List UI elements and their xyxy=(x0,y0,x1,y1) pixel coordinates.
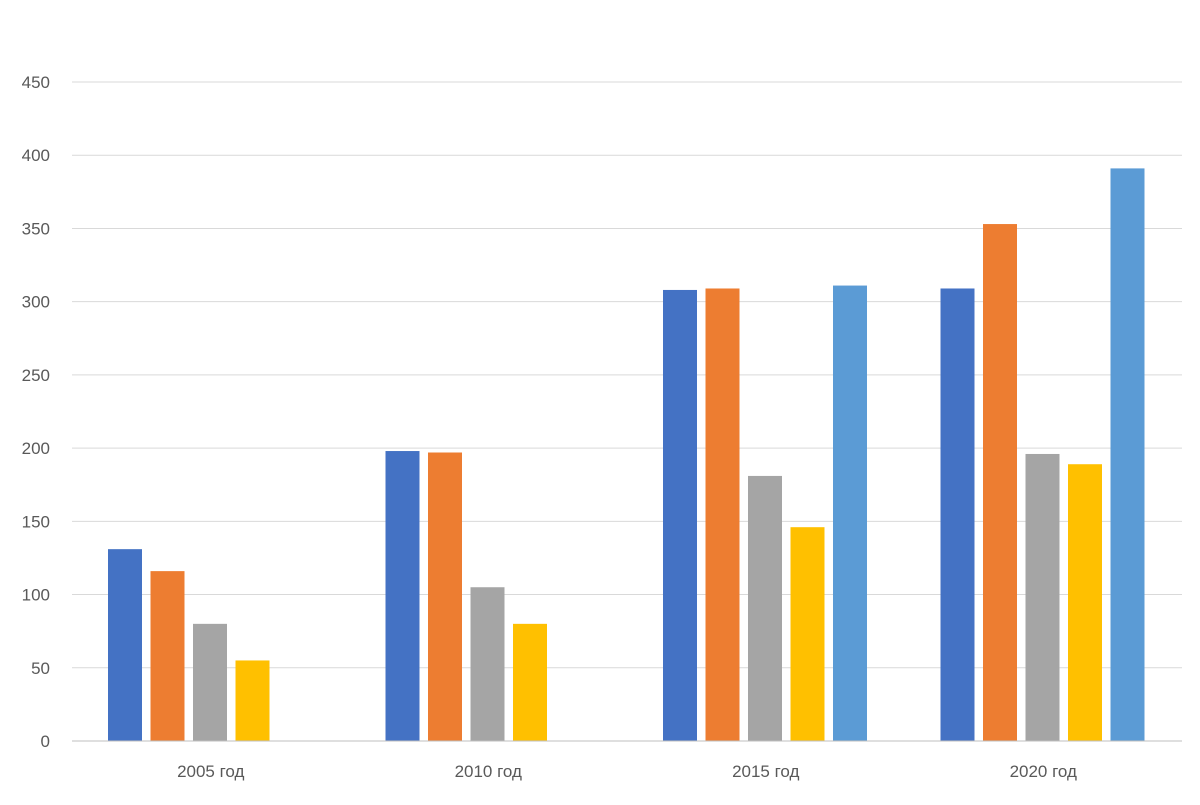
bar xyxy=(150,571,185,741)
bar xyxy=(1110,168,1145,741)
y-tick-label: 150 xyxy=(22,512,50,531)
bars xyxy=(108,168,1145,741)
y-tick-label: 400 xyxy=(22,146,50,165)
bar xyxy=(790,527,825,741)
y-tick-label: 200 xyxy=(22,439,50,458)
bar xyxy=(470,587,505,741)
bar xyxy=(833,285,867,741)
x-tick-label: 2015 год xyxy=(732,762,799,781)
x-tick-label: 2005 год xyxy=(177,762,244,781)
y-tick-label: 450 xyxy=(22,73,50,92)
gridlines xyxy=(72,81,1182,669)
bar xyxy=(428,452,462,741)
y-tick-label: 50 xyxy=(31,659,50,678)
bar xyxy=(235,660,270,741)
y-tick-label: 350 xyxy=(22,219,50,238)
x-axis-tick-labels: 2005 год 2010 год 2015 год 2020 год xyxy=(177,762,1077,781)
bar xyxy=(983,224,1017,741)
y-tick-label: 300 xyxy=(22,293,50,312)
x-tick-label: 2010 год xyxy=(455,762,522,781)
bar xyxy=(513,623,547,741)
bar xyxy=(748,475,782,741)
x-tick-label: 2020 год xyxy=(1010,762,1077,781)
y-tick-label: 100 xyxy=(22,586,50,605)
bar xyxy=(1025,453,1060,741)
bar xyxy=(705,288,740,741)
bar xyxy=(385,451,420,741)
y-axis-tick-labels: 0 50 100 150 200 250 300 350 400 450 xyxy=(22,73,50,751)
y-tick-label: 0 xyxy=(41,732,50,751)
bar xyxy=(108,549,142,741)
y-tick-label: 250 xyxy=(22,366,50,385)
bar xyxy=(193,623,227,741)
bar xyxy=(663,289,697,741)
bar xyxy=(1068,464,1102,741)
bar xyxy=(940,288,975,741)
